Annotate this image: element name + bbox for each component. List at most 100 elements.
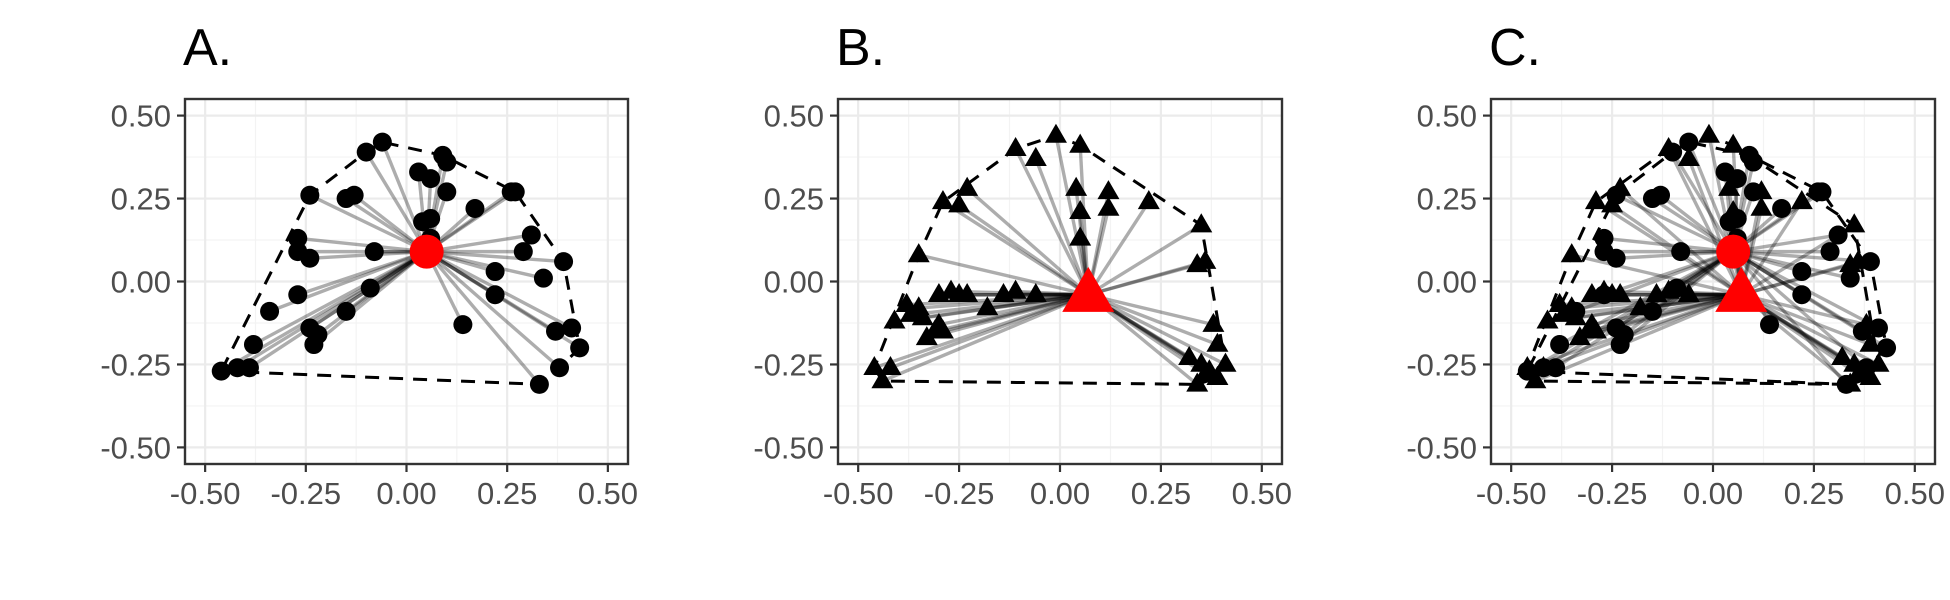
spider-line <box>1615 193 1734 254</box>
y-tick-label: 0.25 <box>1417 182 1477 217</box>
data-point <box>1069 200 1092 220</box>
data-point <box>1677 146 1700 166</box>
spider-line <box>910 293 1089 317</box>
data-point <box>260 301 280 321</box>
x-tick-label: 0.25 <box>1131 476 1191 511</box>
data-point <box>948 193 971 213</box>
data-point <box>1820 242 1840 262</box>
data-point <box>1750 196 1773 216</box>
data-layer <box>1516 123 1897 394</box>
spider-line <box>1571 253 1742 297</box>
data-point <box>931 319 954 339</box>
x-tick-label: -0.50 <box>170 476 241 511</box>
spider-line <box>1014 148 1090 296</box>
data-point <box>485 262 505 282</box>
data-point <box>546 321 566 341</box>
spider-line <box>1619 187 1743 297</box>
spider-line <box>1087 293 1219 347</box>
spider-line <box>297 250 428 297</box>
data-point <box>1831 346 1854 366</box>
data-point <box>911 306 934 326</box>
spider-line <box>1740 263 1851 297</box>
data-point <box>1178 346 1201 366</box>
data-point <box>956 176 979 196</box>
data-point <box>437 182 457 202</box>
spider-line <box>1034 158 1090 296</box>
data-point <box>562 318 582 338</box>
data-point <box>1677 282 1700 303</box>
data-point <box>465 199 485 218</box>
data-point <box>453 315 473 335</box>
spider-line <box>312 250 428 346</box>
spider-line <box>1087 293 1214 327</box>
data-point <box>1194 249 1217 269</box>
spider-line <box>1087 259 1206 297</box>
data-point <box>300 248 320 268</box>
data-point <box>879 355 902 376</box>
x-tick-label: -0.50 <box>1476 476 1547 511</box>
spider-line <box>236 250 428 370</box>
y-tick-label: 0.25 <box>111 182 171 217</box>
hull-outline <box>872 133 1228 386</box>
data-point <box>976 296 999 316</box>
data-point <box>485 285 505 305</box>
data-point <box>1186 372 1209 392</box>
data-point <box>1584 319 1607 339</box>
data-point <box>1868 318 1888 338</box>
spider-line <box>942 200 1090 297</box>
points-triangle <box>1516 123 1890 392</box>
data-point <box>1792 285 1812 305</box>
y-tick-label: -0.50 <box>1406 430 1477 465</box>
data-point <box>1642 301 1662 321</box>
data-point <box>421 169 441 189</box>
data-point <box>1760 315 1780 335</box>
spider-line <box>1542 293 1742 370</box>
data-point <box>421 208 441 228</box>
y-tick-label: 0.50 <box>111 99 171 134</box>
data-point <box>1792 262 1812 282</box>
data-point <box>1790 190 1813 210</box>
data-point <box>243 335 263 355</box>
data-point <box>1609 176 1632 196</box>
spider-line <box>1595 200 1743 297</box>
centroid-marker <box>1715 266 1768 312</box>
data-point <box>211 361 231 381</box>
spider-line <box>1087 223 1203 297</box>
data-point <box>239 358 259 378</box>
data-point <box>1847 362 1870 382</box>
x-tick-label: -0.25 <box>924 476 995 511</box>
data-point <box>1024 146 1047 166</box>
panels-container: A. -0.50 -0.25 0.00 0.25 0.50 -0.50 -0.25 0.00 0.… <box>100 19 1945 511</box>
spider-line <box>426 249 564 264</box>
data-point <box>1840 268 1860 288</box>
data-point <box>513 242 533 262</box>
data-point <box>1516 355 1539 376</box>
spider-line <box>1740 293 1872 347</box>
spider-line <box>934 293 1089 333</box>
spider-line <box>1732 249 1851 280</box>
data-point <box>1532 355 1555 376</box>
spider-line <box>426 233 532 254</box>
spider-line <box>966 187 1090 297</box>
panel-title: C. <box>1489 19 1541 77</box>
spider-line <box>1534 293 1742 383</box>
data-point <box>288 228 308 248</box>
x-tick-label: -0.25 <box>270 476 341 511</box>
data-point <box>550 358 570 378</box>
data-point <box>1044 123 1067 143</box>
spider-line <box>1603 236 1734 254</box>
data-point <box>1614 325 1634 345</box>
gridlines <box>838 99 1282 464</box>
spider-line <box>1667 148 1743 296</box>
data-point <box>1722 133 1745 153</box>
panel-title: B. <box>836 19 885 77</box>
spider-line <box>1732 233 1839 254</box>
data-point <box>288 285 308 305</box>
data-point <box>1190 213 1213 233</box>
data-point <box>871 369 894 389</box>
y-tick-label: -0.25 <box>100 347 171 382</box>
data-point <box>1859 332 1882 352</box>
spider-line <box>942 293 1089 333</box>
data-point <box>1609 282 1632 303</box>
data-point <box>1657 136 1680 157</box>
